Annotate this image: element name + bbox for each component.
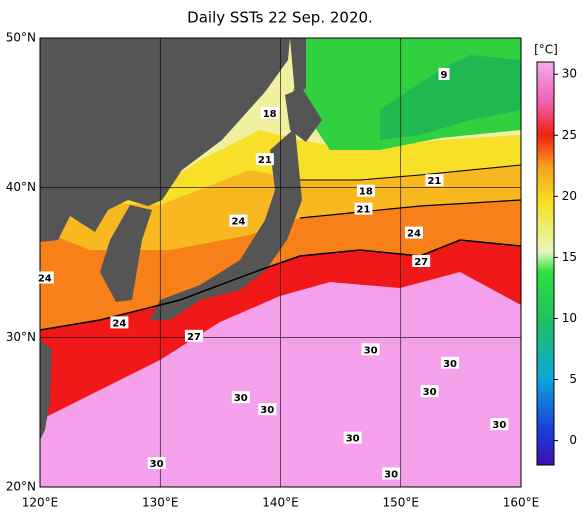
colorbar [536,61,555,466]
contour-label-box [420,385,439,398]
y-tick-label: 30°N [6,330,36,344]
contour-label: 30 [234,393,248,404]
y-tick-label: 20°N [6,480,36,494]
contour-label: 30 [443,359,457,370]
chart-title: Daily SSTs 22 Sep. 2020. [187,9,373,27]
contour-label-box [343,431,362,444]
colorbar-tick-label: 25 [562,128,577,142]
x-tick-label: 150°E [383,496,420,510]
contour-label: 27 [414,257,428,268]
contour-label: 18 [359,187,373,198]
contour-label-box [147,457,166,470]
contour-label: 24 [38,273,52,284]
x-tick-label: 130°E [142,496,179,510]
colorbar-tick-label: 20 [562,189,577,203]
contour-label: 18 [263,109,277,120]
contour-label: 30 [384,470,398,481]
contour-label-box [441,356,460,369]
colorbar-tick-label: 30 [562,67,577,81]
colorbar-tick-label: 10 [562,311,577,325]
colorbar-tick-label: 0 [569,433,577,447]
x-tick-label: 160°E [503,496,540,510]
contour-label-box [110,316,129,329]
contour-label-box [490,418,509,431]
x-tick-label: 140°E [262,496,299,510]
colorbar-tick-label: 15 [562,250,577,264]
contour-label-box [404,226,423,239]
x-tick-label: 120°E [22,496,59,510]
contour-label-box [184,329,203,342]
contour-label: 24 [231,217,245,228]
contour-label: 24 [407,229,421,240]
contour-label-box [354,202,373,215]
contour-label-box [382,467,401,480]
contour-label: 30 [364,345,378,356]
contour-label-box [258,403,277,416]
contour-label-box [361,343,380,356]
contour-label: 24 [112,318,126,329]
contour-label-box [438,67,450,80]
contour-label: 21 [427,176,441,187]
contour-label: 30 [346,434,360,445]
contour-label: 21 [258,155,272,166]
contour-label: 30 [260,405,274,416]
y-tick-label: 50°N [6,31,36,45]
contour-label: 30 [492,420,506,431]
contour-label: 27 [187,332,201,343]
contour-label: 21 [357,205,371,216]
colorbar-tick-label: 5 [569,372,577,386]
contour-label-box [356,184,375,197]
contour-label-box [255,153,274,166]
contour-label: 30 [423,387,437,398]
contour-label-box [231,391,250,404]
contour-label-box [425,174,444,187]
contour-label: 9 [441,70,448,81]
contour-label-box [412,255,431,268]
colorbar-label: [°C] [534,43,558,57]
contour-label-box [229,214,248,227]
contour-label-box [35,271,54,284]
contour-label: 30 [150,459,164,470]
contour-label-box [260,106,279,119]
y-tick-label: 40°N [6,180,36,194]
